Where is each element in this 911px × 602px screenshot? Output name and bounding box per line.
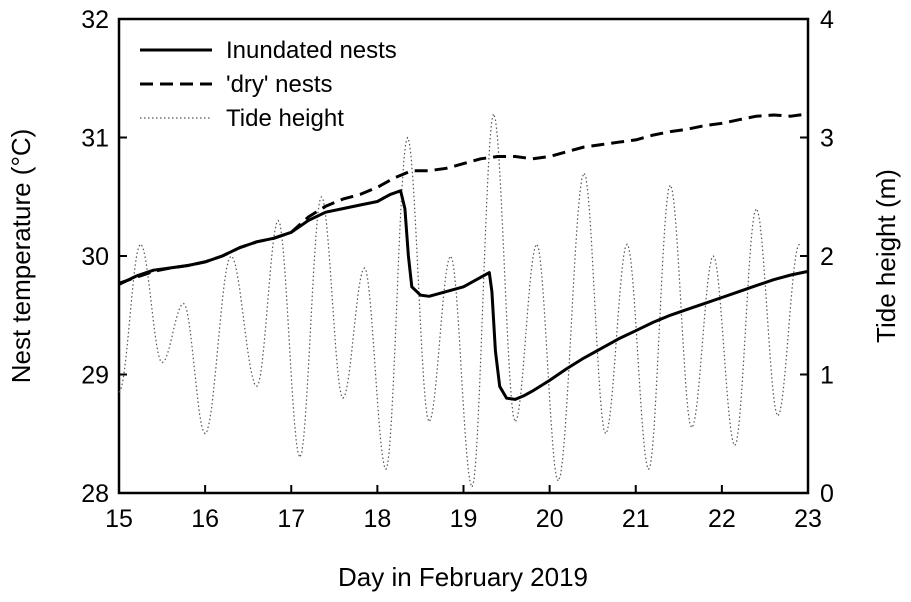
- legend-label-tide-height: Tide height: [226, 105, 344, 132]
- y-tick-label: 29: [81, 362, 109, 390]
- x-tick-label: 19: [450, 505, 478, 533]
- legend-label-dry-nests: 'dry' nests: [226, 71, 333, 98]
- x-tick-label: 20: [536, 505, 564, 533]
- x-tick-label: 21: [622, 505, 650, 533]
- x-tick-label: 23: [794, 505, 822, 533]
- x-axis: 15 16 17 18 19 20 21 22 23: [105, 485, 822, 533]
- x-tick-label: 15: [105, 505, 133, 533]
- y-axis-right: 0 1 2 3 4: [800, 6, 834, 508]
- y2-tick-label: 2: [820, 243, 834, 271]
- x-tick-label: 22: [708, 505, 736, 533]
- y2-tick-label: 4: [820, 6, 834, 34]
- x-tick-label: 18: [363, 505, 391, 533]
- legend-label-inundated-nests: Inundated nests: [226, 37, 397, 64]
- x-tick-label: 17: [277, 505, 305, 533]
- y2-tick-label: 0: [820, 480, 834, 508]
- series-layer: [118, 112, 809, 488]
- x-tick-label: 16: [191, 505, 219, 533]
- y-tick-label: 32: [81, 6, 109, 34]
- x-axis-title: Day in February 2019: [338, 562, 588, 592]
- y-axis-title: Nest temperature (°C): [6, 129, 36, 384]
- series-tide-height-line: [118, 113, 800, 488]
- legend: Inundated nests 'dry' nests Tide height: [140, 37, 397, 132]
- y-axis-left: 28 29 30 31 32: [81, 6, 127, 508]
- y-tick-label: 30: [81, 243, 109, 271]
- series-inundated-nests-line: [118, 189, 809, 401]
- plot-area: [117, 17, 810, 495]
- y-tick-label: 31: [81, 125, 109, 153]
- y2-axis-title: Tide height (m): [871, 169, 901, 343]
- series-dry-nests-line: [118, 112, 809, 285]
- y2-tick-label: 3: [820, 125, 834, 153]
- y-tick-label: 28: [81, 480, 109, 508]
- y2-tick-label: 1: [820, 362, 834, 390]
